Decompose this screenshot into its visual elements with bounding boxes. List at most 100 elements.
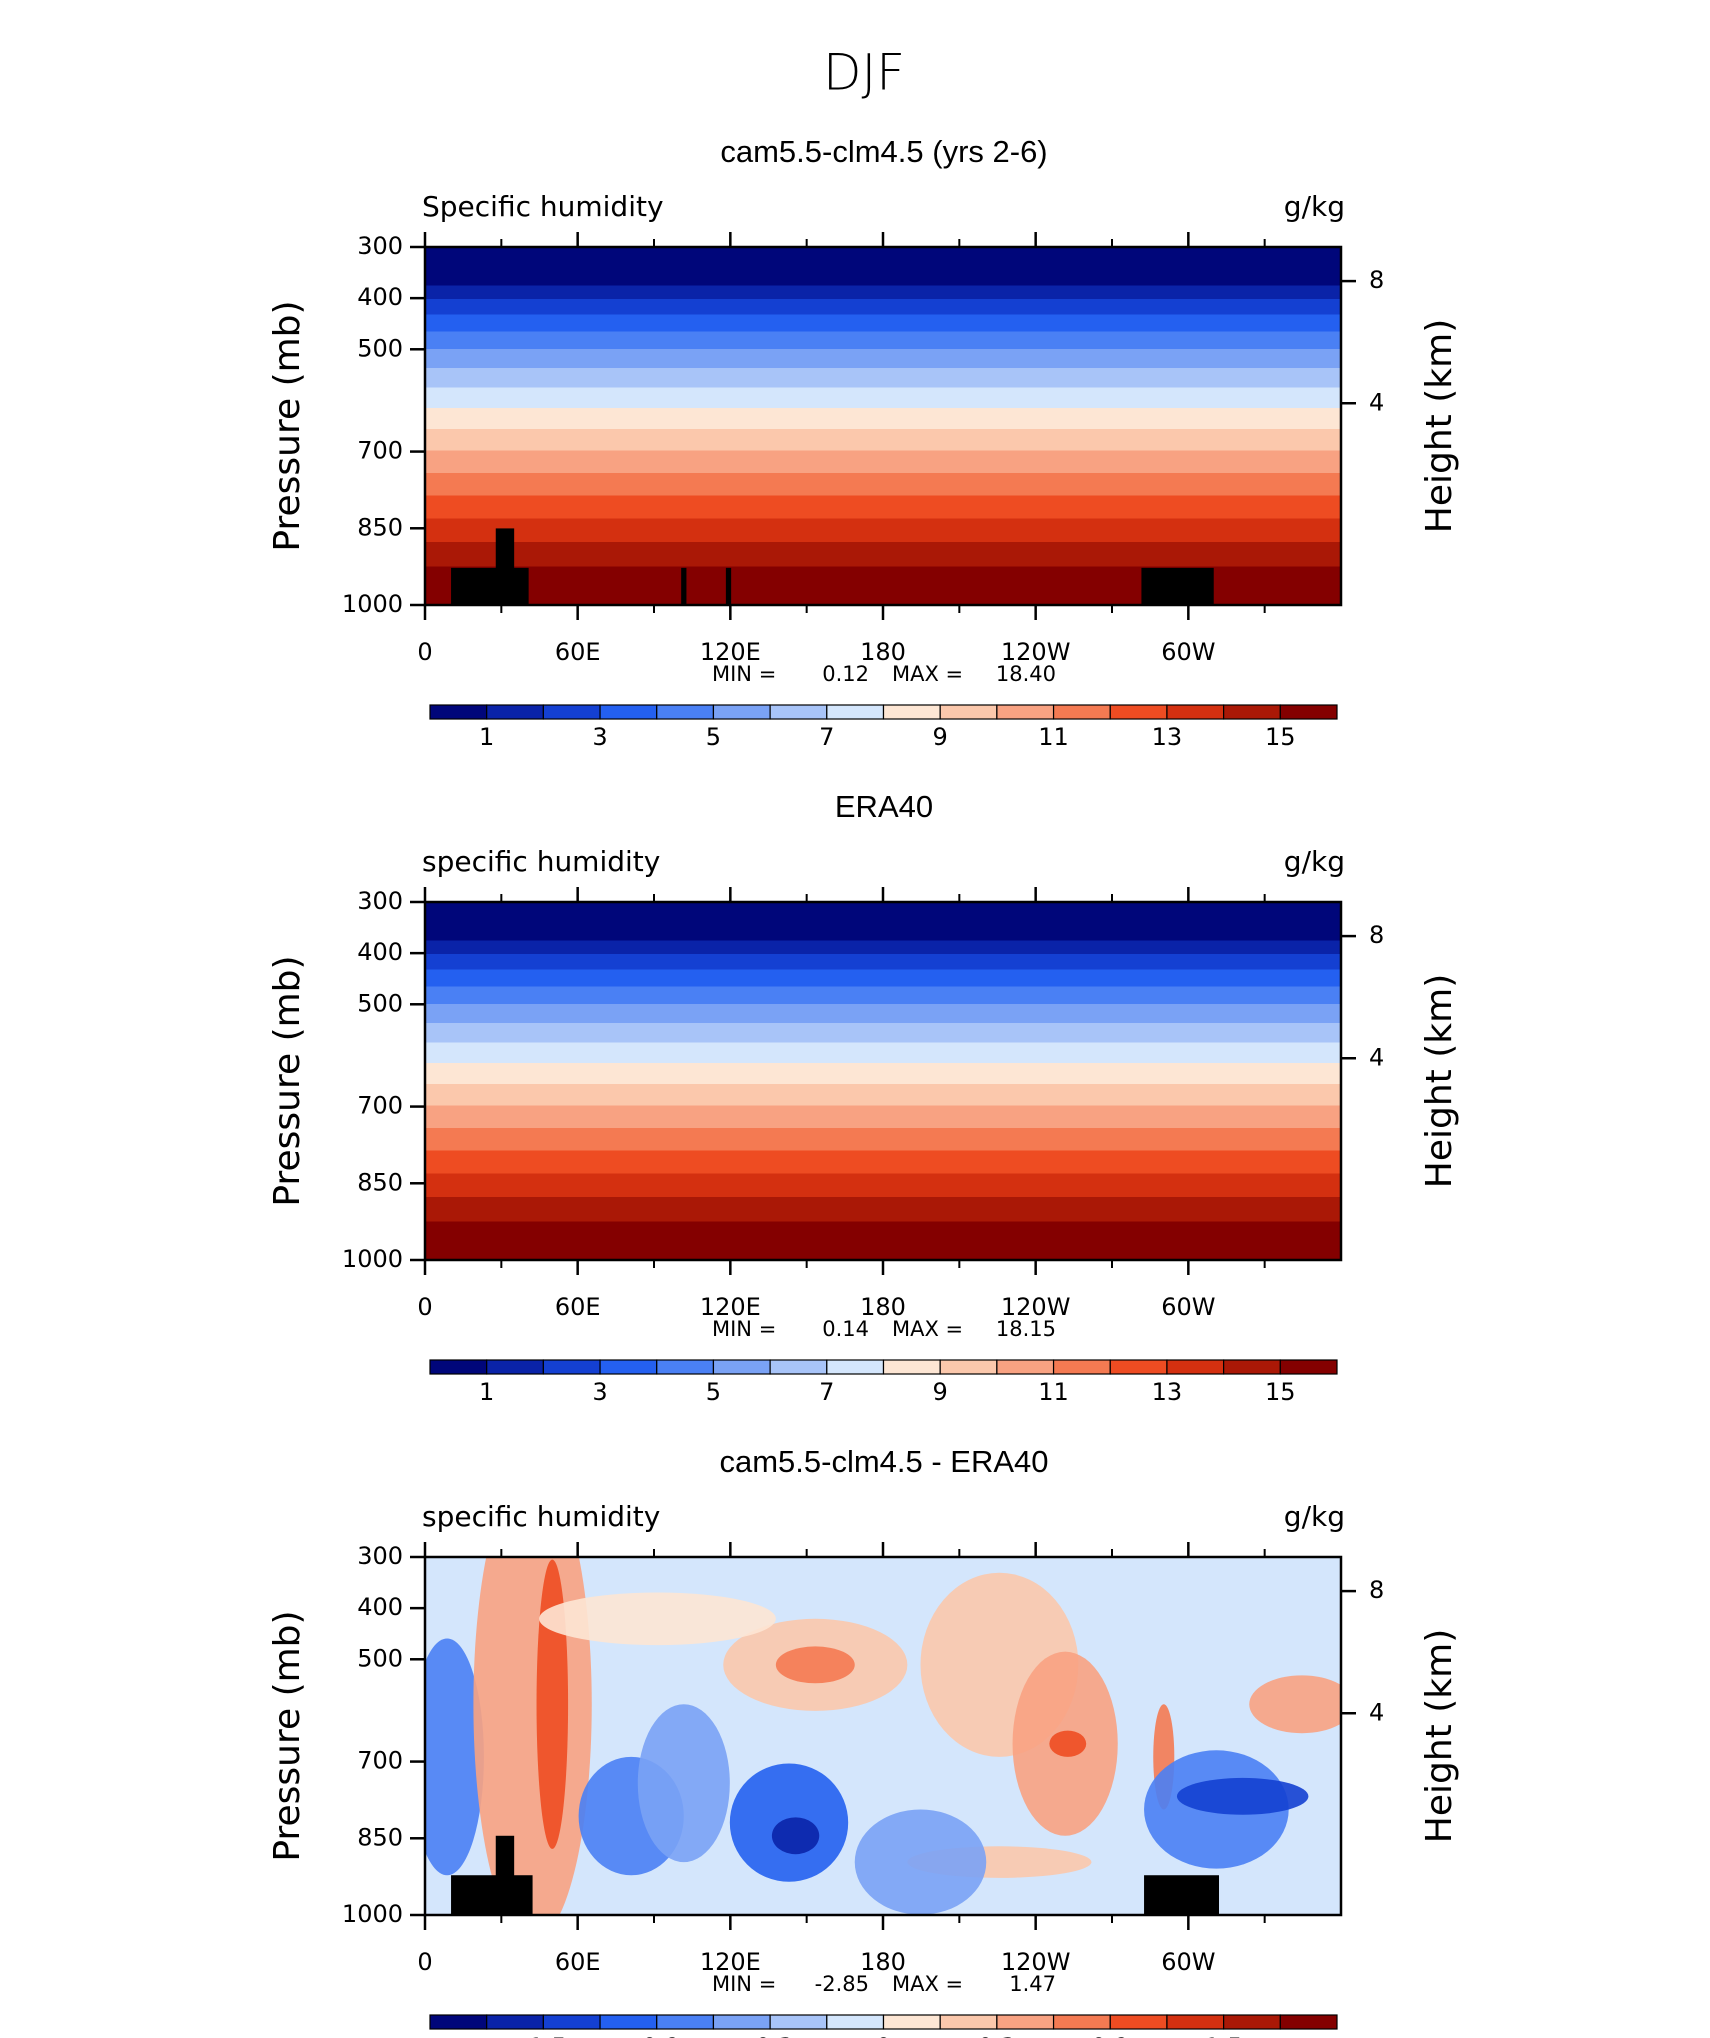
colorbar-box: [1166, 2014, 1225, 2030]
colorbar-box: [1279, 1359, 1338, 1375]
min-value: 0.14: [822, 1317, 869, 1341]
y-tick-label: 700: [357, 1747, 403, 1775]
panel: cam5.5-clm4.5 (yrs 2-6) Specific humidity…: [267, 134, 1460, 751]
panel-title: cam5.5-clm4.5 (yrs 2-6): [720, 134, 1047, 169]
colorbar-label: 15: [1265, 1378, 1296, 1406]
y2-tick-label: 8: [1369, 921, 1384, 949]
colorbar-box: [429, 704, 488, 720]
x-tick-label: 0: [417, 1948, 432, 1976]
x-tick-label: 180: [860, 1293, 906, 1321]
colorbar-box: [712, 704, 771, 720]
colorbar-box: [1109, 1359, 1168, 1375]
topography: [1141, 567, 1214, 605]
colorbar-box: [712, 2014, 771, 2030]
colorbar-label: 3: [592, 723, 607, 751]
x-tick-label: 60W: [1161, 638, 1215, 666]
y2-tick-label: 8: [1369, 266, 1384, 294]
colorbar-box: [1109, 2014, 1168, 2030]
y-tick-label: 850: [357, 1168, 403, 1196]
y-tick-label: 1000: [342, 1245, 403, 1273]
colorbar-box: [1052, 704, 1111, 720]
colorbar-box: [882, 704, 941, 720]
colorbar-label: 1.5: [1205, 2033, 1243, 2038]
panel-title: cam5.5-clm4.5 - ERA40: [719, 1444, 1048, 1479]
colorbar-box: [769, 704, 828, 720]
y-tick-label: 700: [357, 437, 403, 465]
min-label: MIN =: [712, 1317, 776, 1341]
contour-field: [425, 1557, 1341, 1915]
y-tick-label: 500: [357, 989, 403, 1017]
y-axis-label: Pressure (mb): [267, 300, 308, 551]
colorbar-box: [429, 2014, 488, 2030]
colorbar-box: [882, 2014, 941, 2030]
min-label: MIN =: [712, 1972, 776, 1996]
x-tick-label: 60W: [1161, 1948, 1215, 1976]
colorbar-box: [769, 1359, 828, 1375]
variable-label: specific humidity: [422, 1500, 660, 1533]
panel: cam5.5-clm4.5 - ERA40 specific humidity g/…: [267, 1444, 1460, 2038]
colorbar-box: [656, 704, 715, 720]
colorbar-label: 7: [819, 723, 834, 751]
colorbar-label: -0.9: [633, 2033, 680, 2038]
x-tick-label: 180: [860, 638, 906, 666]
field-blob: [1249, 1675, 1341, 1734]
y2-tick-label: 4: [1369, 388, 1384, 416]
y-tick-label: 300: [357, 887, 403, 915]
max-label: MAX =: [892, 1317, 963, 1341]
figure-title: DJF: [823, 44, 905, 102]
y-tick-label: 400: [357, 283, 403, 311]
colorbar-box: [429, 1359, 488, 1375]
colorbar-box: [826, 704, 885, 720]
colorbar-box: [542, 704, 601, 720]
colorbar-box: [486, 704, 544, 720]
y-tick-label: 300: [357, 232, 403, 260]
variable-label: Specific humidity: [422, 190, 664, 223]
x-tick-label: 120E: [700, 1948, 761, 1976]
x-tick-label: 60E: [555, 638, 601, 666]
colorbar-box: [1109, 704, 1168, 720]
field-blob: [425, 1638, 484, 1876]
colorbar-box: [1223, 2014, 1281, 2030]
max-label: MAX =: [892, 1972, 963, 1996]
max-value: 1.47: [1009, 1972, 1056, 1996]
colorbar-box: [996, 1359, 1055, 1375]
colorbar-box: [542, 1359, 601, 1375]
y-tick-label: 300: [357, 1542, 403, 1570]
colorbar-box: [1223, 704, 1281, 720]
field-fill: [425, 902, 1341, 1260]
colorbar-box: [769, 2014, 828, 2030]
units-label: g/kg: [1284, 1500, 1345, 1533]
colorbar-label: 5: [706, 1378, 721, 1406]
min-label: MIN =: [712, 662, 776, 686]
colorbar-label: 0.3: [978, 2033, 1016, 2038]
topography: [451, 1875, 533, 1915]
colorbar-box: [1279, 704, 1338, 720]
max-value: 18.15: [996, 1317, 1056, 1341]
x-tick-label: 60E: [555, 1293, 601, 1321]
colorbar-box: [996, 704, 1055, 720]
y-tick-label: 400: [357, 1593, 403, 1621]
y-tick-label: 1000: [342, 1900, 403, 1928]
colorbar-label: 11: [1038, 1378, 1069, 1406]
contour-field: [425, 247, 1341, 605]
colorbar-box: [882, 1359, 941, 1375]
x-tick-label: 60E: [555, 1948, 601, 1976]
contour-field: [425, 902, 1341, 1260]
topography: [1144, 1875, 1220, 1915]
y-tick-label: 700: [357, 1092, 403, 1120]
panel-title: ERA40: [835, 789, 933, 824]
colorbar-label: 3: [592, 1378, 607, 1406]
colorbar-box: [656, 1359, 715, 1375]
colorbar-label: 1: [479, 723, 494, 751]
topography: [725, 567, 732, 605]
field-blob: [1176, 1777, 1309, 1815]
field-blob: [1049, 1730, 1087, 1757]
colorbar-label: 15: [1265, 723, 1296, 751]
field-blob: [771, 1817, 820, 1855]
variable-label: specific humidity: [422, 845, 660, 878]
y2-tick-label: 8: [1369, 1576, 1384, 1604]
colorbar-box: [599, 1359, 658, 1375]
topography: [451, 567, 529, 605]
y-tick-label: 1000: [342, 590, 403, 618]
